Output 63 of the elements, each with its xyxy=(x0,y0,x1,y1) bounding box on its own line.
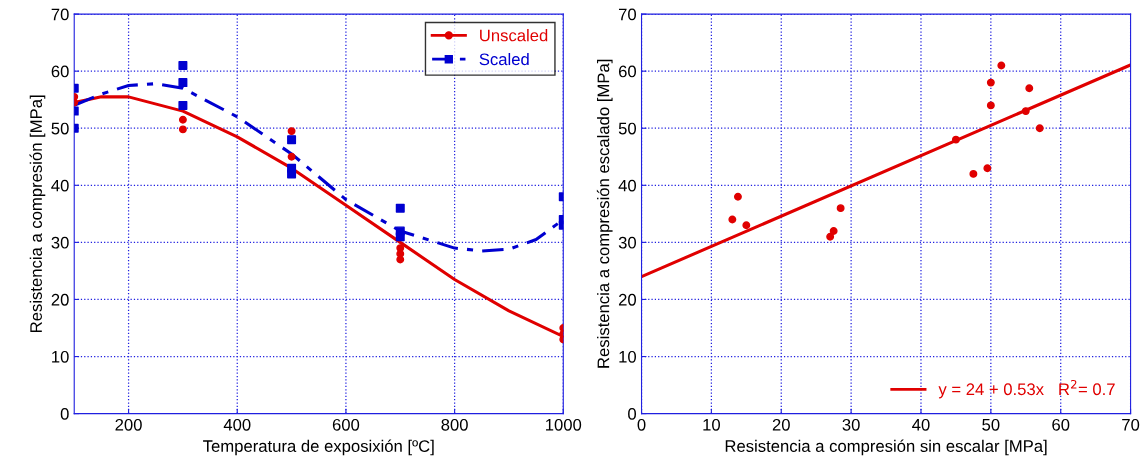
point xyxy=(836,204,845,213)
y-tick-label: 10 xyxy=(619,350,637,363)
x-tick-label: 20 xyxy=(772,418,790,431)
x-axis-title: Temperatura de exposixión [ºC] xyxy=(203,439,434,456)
point xyxy=(986,101,995,110)
x-axis-title: Resistencia a compresión sin escalar [MPa] xyxy=(725,439,1047,456)
point xyxy=(287,169,297,179)
point xyxy=(1035,124,1044,133)
point xyxy=(829,227,838,235)
y-tick-label: 20 xyxy=(618,293,637,306)
x-tick-label: 70 xyxy=(1122,418,1140,431)
y-tick-label: 40 xyxy=(618,179,637,192)
x-tick-label: 40 xyxy=(912,418,930,431)
y-axis-title: Resistencia a compresión escalado [MPa] xyxy=(596,59,613,368)
y-tick-label: 30 xyxy=(51,236,69,249)
point xyxy=(178,125,187,134)
x-tick-label: 400 xyxy=(223,418,251,431)
legend-label: Unscaled xyxy=(480,29,548,42)
point xyxy=(178,100,188,110)
point xyxy=(178,78,188,88)
y-tick-label: 20 xyxy=(51,293,69,306)
point xyxy=(728,215,737,224)
point xyxy=(395,232,405,242)
point xyxy=(396,255,405,264)
point xyxy=(826,232,835,241)
y-tick-label: 50 xyxy=(51,122,69,135)
x-tick-label: 60 xyxy=(1052,418,1070,431)
point xyxy=(287,127,296,136)
point xyxy=(742,221,751,230)
x-tick-label: 1000 xyxy=(546,418,582,431)
x-tick-label: 600 xyxy=(332,418,360,431)
x-tick-label: 30 xyxy=(842,418,860,431)
x-tick-label: 800 xyxy=(441,418,468,431)
y-tick-label: 50 xyxy=(618,122,637,135)
legend-label: Scaled xyxy=(479,52,529,66)
y-tick-label: 0 xyxy=(60,408,69,420)
point xyxy=(287,152,296,161)
y-tick-label: 40 xyxy=(51,179,69,192)
y-tick-label: 30 xyxy=(618,236,637,249)
y-axis-title: Resistencia a compresión [MPa] xyxy=(29,95,46,332)
y-tick-label: 60 xyxy=(51,65,69,78)
legend-label: y = 24 + 0.53x R$^{2}$= 0.7 xyxy=(938,379,1115,399)
y-tick-label: 60 xyxy=(618,65,637,78)
x-tick-label: 50 xyxy=(982,418,1000,431)
y-tick-label: 70 xyxy=(618,8,637,21)
y-tick-label: 10 xyxy=(52,350,69,363)
point xyxy=(178,115,187,124)
y-tick-label: 70 xyxy=(51,8,69,21)
point xyxy=(733,192,742,201)
point xyxy=(969,169,978,178)
point xyxy=(1025,84,1034,93)
x-tick-label: 10 xyxy=(703,418,721,431)
point xyxy=(395,203,405,213)
x-tick-label: 200 xyxy=(115,418,142,431)
point xyxy=(997,61,1006,70)
point xyxy=(1021,107,1030,116)
point xyxy=(951,135,960,144)
point xyxy=(986,78,995,87)
point xyxy=(983,164,992,173)
x-tick-label: 0 xyxy=(637,418,646,431)
y-tick-label: 0 xyxy=(628,408,637,420)
point xyxy=(287,135,297,145)
point xyxy=(178,60,188,70)
